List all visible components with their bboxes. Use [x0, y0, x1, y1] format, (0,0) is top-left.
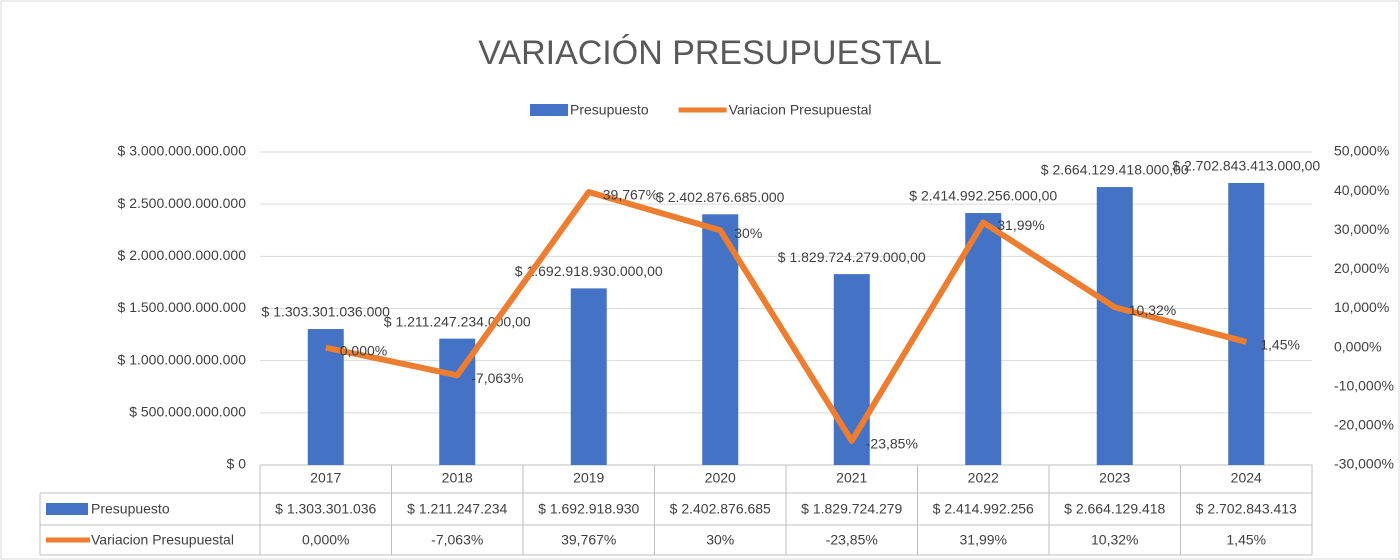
table-cell: $ 2.414.992.256	[933, 501, 1034, 517]
y-tick-label: $ 500.000.000.000	[129, 404, 246, 420]
data-label: 1,45%	[1260, 337, 1300, 353]
table-cell: $ 1.692.918.930	[538, 501, 639, 517]
table-cell: 1,45%	[1226, 532, 1266, 548]
table-cell: 31,99%	[960, 532, 1007, 548]
y-tick-label: $ 1.500.000.000.000	[118, 299, 247, 315]
legend-label: Presupuesto	[570, 102, 649, 118]
data-label: $ 1.829.724.279.000,00	[778, 249, 926, 265]
bar	[965, 213, 1002, 465]
data-label: $ 1.692.918.930.000,00	[515, 263, 663, 279]
table-cell: 10,32%	[1091, 532, 1138, 548]
x-tick-label: 2017	[310, 470, 341, 486]
table-legend-swatch	[46, 503, 88, 515]
x-tick-label: 2018	[442, 470, 473, 486]
table-cell: $ 2.702.843.413	[1196, 501, 1297, 517]
data-label: 31,99%	[997, 217, 1044, 233]
table-row-label: Presupuesto	[91, 501, 170, 517]
table-cell: -7,063%	[431, 532, 483, 548]
data-label: 0,000%	[340, 342, 387, 358]
x-tick-label: 2024	[1231, 470, 1262, 486]
bar	[570, 288, 607, 465]
data-label: $ 1.211.247.234.000,00	[384, 313, 531, 329]
y2-tick-label: 20,000%	[1334, 260, 1389, 276]
table-cell: $ 2.402.876.685	[670, 501, 771, 517]
table-cell: 39,767%	[561, 532, 616, 548]
y-tick-label: $ 2.000.000.000.000	[118, 247, 247, 263]
y2-tick-label: -20,000%	[1334, 417, 1394, 433]
table-cell: $ 1.211.247.234	[407, 501, 507, 517]
y2-tick-label: 30,000%	[1334, 221, 1389, 237]
data-label: 10,32%	[1129, 302, 1176, 318]
data-label: $ 2.402.876.685.000	[656, 189, 785, 205]
y-tick-label: $ 2.500.000.000.000	[118, 195, 247, 211]
y2-tick-label: 40,000%	[1334, 182, 1389, 198]
x-tick-label: 2021	[836, 470, 867, 486]
y2-tick-label: 50,000%	[1334, 143, 1389, 159]
chart-title: VARIACIÓN PRESUPUESTAL	[478, 34, 942, 72]
table-row-label: Variacion Presupuestal	[91, 532, 234, 548]
x-tick-label: 2019	[573, 470, 604, 486]
table-cell: -23,85%	[826, 532, 878, 548]
bar	[702, 214, 739, 465]
line	[325, 189, 1248, 444]
data-label: $ 2.414.992.256.000,00	[909, 188, 1057, 204]
y2-tick-label: 0,000%	[1334, 338, 1381, 354]
table-cell: 30%	[706, 532, 734, 548]
bar	[1228, 183, 1265, 465]
data-label: 30%	[734, 225, 762, 241]
y2-tick-label: -30,000%	[1334, 456, 1394, 472]
data-label: $ 1.303.301.036.000	[262, 304, 391, 320]
legend-label: Variacion Presupuestal	[729, 102, 872, 118]
y-tick-label: $ 1.000.000.000.000	[118, 351, 247, 367]
data-label: $ 2.702.843.413.000,00	[1172, 158, 1320, 174]
x-tick-label: 2020	[705, 470, 736, 486]
data-label: 39,767%	[603, 187, 658, 203]
table-cell: $ 1.303.301.036	[275, 501, 376, 517]
y-tick-label: $ 0	[227, 456, 247, 472]
y-tick-label: $ 3.000.000.000.000	[118, 143, 247, 159]
legend-swatch	[530, 104, 568, 116]
bar	[1096, 187, 1133, 466]
bar	[833, 274, 870, 465]
y2-tick-label: 10,000%	[1334, 299, 1389, 315]
y2-tick-label: -10,000%	[1334, 377, 1394, 393]
x-tick-label: 2022	[968, 470, 999, 486]
data-label: -23,85%	[866, 436, 918, 452]
data-label: $ 2.664.129.418.000,00	[1041, 162, 1189, 178]
table-cell: $ 2.664.129.418	[1064, 501, 1165, 517]
data-label: -7,063%	[471, 370, 523, 386]
table-cell: 0,000%	[302, 532, 349, 548]
x-tick-label: 2023	[1099, 470, 1130, 486]
table-cell: $ 1.829.724.279	[801, 501, 902, 517]
